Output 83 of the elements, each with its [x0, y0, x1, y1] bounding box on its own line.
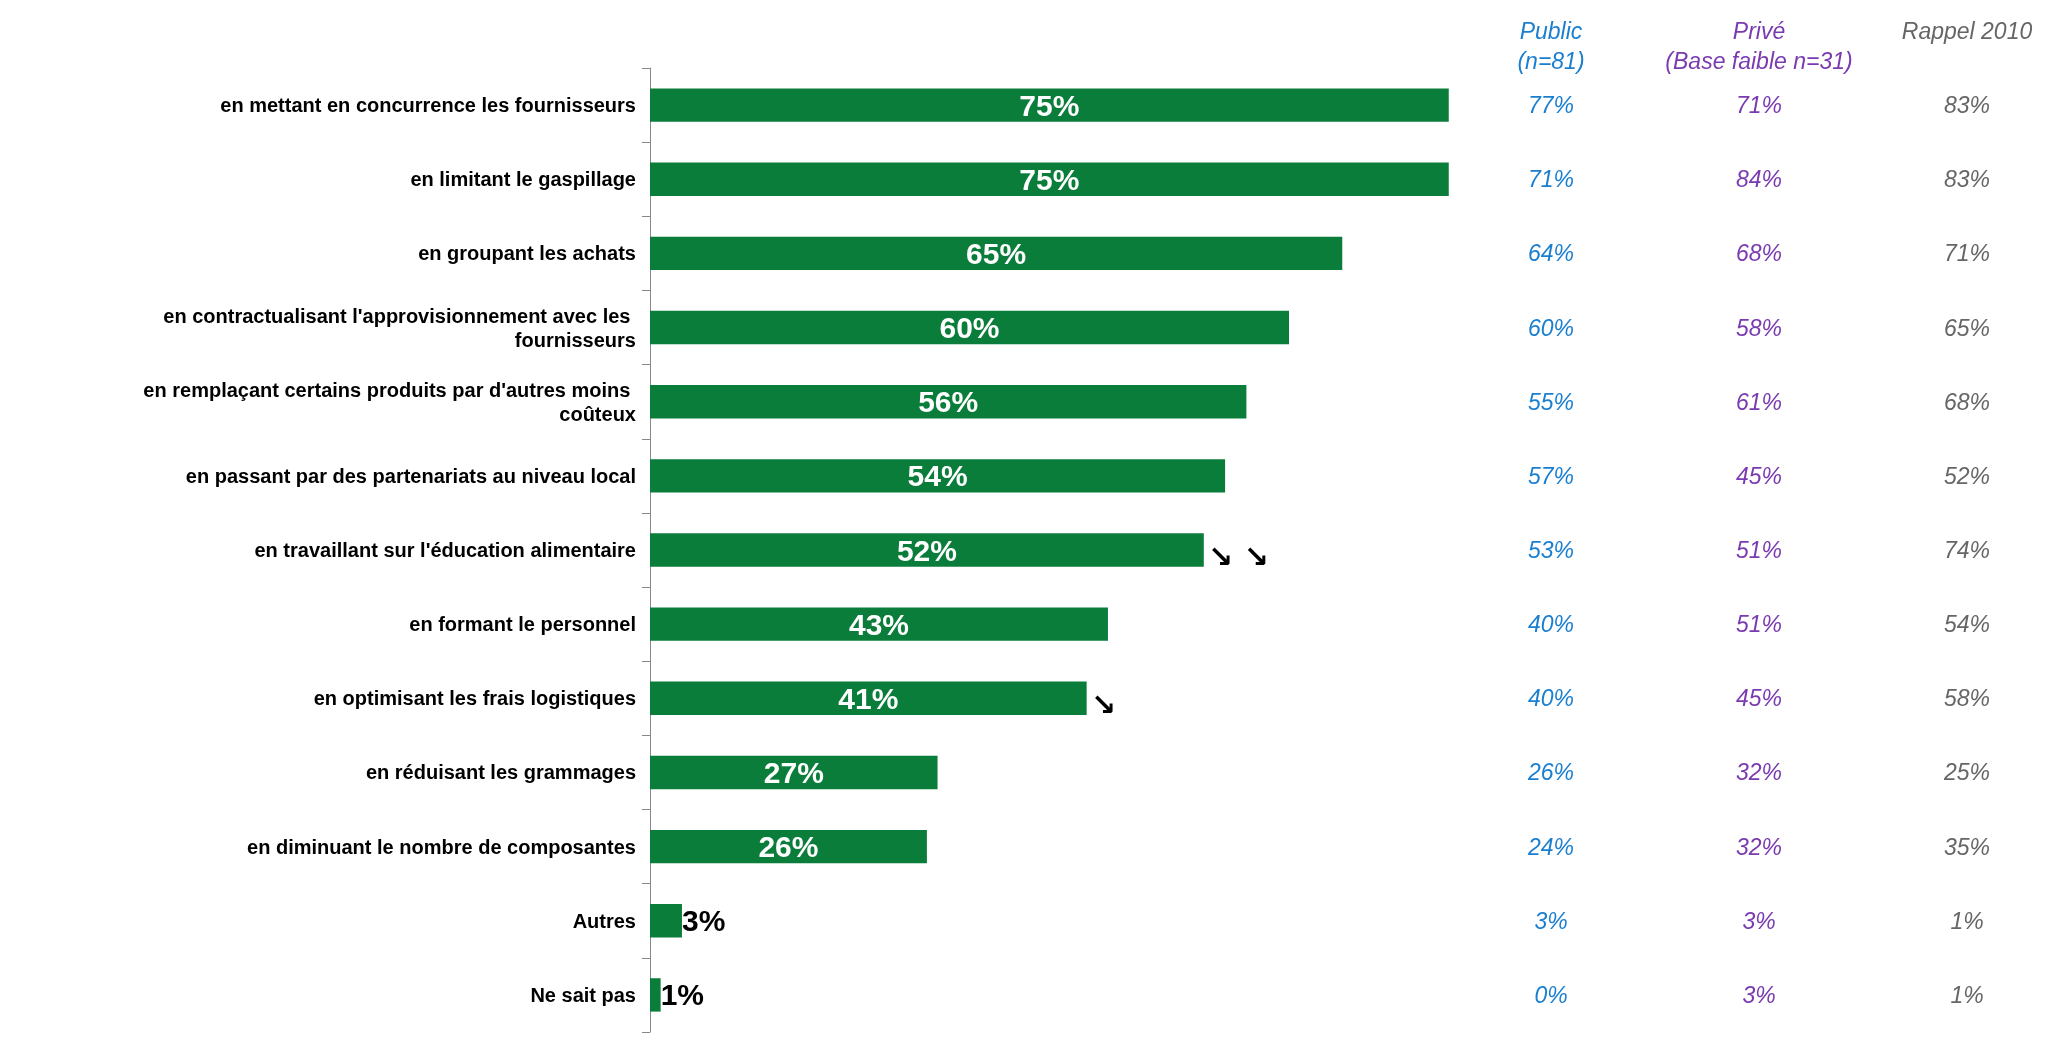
- text: 71%: [1943, 240, 1991, 267]
- text: 25%: [1942, 759, 1991, 786]
- bar: [650, 236, 1343, 271]
- y-tick-label: en diminuant le nombre de composantes: [247, 835, 636, 858]
- y-tick-label: en passant par des partenariats au niveau local: [185, 464, 636, 487]
- data-label: 75%: [1019, 88, 1080, 122]
- y-tick-label: en optimisant les frais logistiques: [313, 687, 636, 710]
- text: 71%: [1527, 166, 1575, 193]
- text: 77%: [1527, 92, 1575, 119]
- text: 40%: [1527, 685, 1575, 712]
- data-label: 27%: [763, 755, 824, 789]
- text: 51%: [1735, 537, 1783, 563]
- text: 74%: [1943, 537, 1991, 563]
- text: 57%: [1527, 462, 1575, 489]
- text: 52%: [1943, 462, 1991, 489]
- data-label: 26%: [758, 830, 819, 864]
- text: 60%: [1527, 314, 1575, 341]
- text: 55%: [1527, 388, 1575, 415]
- text: 32%: [1735, 759, 1783, 786]
- text: Privé (Base faible n=31): [1665, 18, 1853, 74]
- bar: [650, 310, 1289, 345]
- text: 71%: [1735, 92, 1783, 119]
- data-label: 3%: [681, 904, 726, 938]
- text: 40%: [1527, 611, 1575, 638]
- data-label: 54%: [907, 459, 968, 493]
- text: Public (n=81): [1517, 18, 1585, 74]
- data-label: 41%: [838, 681, 899, 715]
- text: 35%: [1943, 833, 1991, 860]
- y-tick-label: en mettant en concurrence les fournisseurs: [220, 94, 636, 117]
- bar: [650, 978, 661, 1012]
- y-tick-label: en groupant les achats: [418, 242, 636, 265]
- data-label: 60%: [939, 311, 1000, 345]
- data-label: 43%: [848, 607, 909, 641]
- bar: [650, 607, 1108, 641]
- bar: [650, 533, 1204, 567]
- text: 83%: [1943, 166, 1991, 193]
- text: 65%: [1943, 314, 1991, 341]
- y-tick-label: en formant le personnel: [409, 613, 636, 636]
- bar: [650, 162, 1449, 196]
- data-label: 65%: [966, 236, 1027, 270]
- text: 64%: [1527, 240, 1575, 267]
- text: 61%: [1735, 388, 1783, 415]
- text: 24%: [1526, 833, 1575, 860]
- data-label: 1%: [660, 978, 705, 1012]
- data-label: 75%: [1019, 162, 1080, 196]
- y-tick-label: en travaillant sur l'éducation alimentaire: [254, 539, 636, 561]
- text: 3%: [1742, 907, 1776, 934]
- text: 58%: [1943, 685, 1991, 712]
- annotation: ↘: [1090, 686, 1116, 722]
- text: 54%: [1943, 611, 1991, 638]
- bar: [650, 829, 927, 864]
- text: 3%: [1742, 981, 1776, 1008]
- bar: [650, 385, 1247, 419]
- text: Rappel 2010: [1901, 18, 2033, 44]
- text: 3%: [1534, 907, 1568, 934]
- bar: [650, 459, 1226, 493]
- text: 26%: [1526, 759, 1575, 786]
- y-tick-label: en remplaçant certains produits par d'autres moins coûteux: [143, 378, 636, 425]
- y-tick-label: Autres: [572, 909, 636, 932]
- text: 84%: [1735, 166, 1783, 193]
- text: 32%: [1735, 833, 1783, 860]
- text: 0%: [1534, 981, 1568, 1008]
- bar: [650, 904, 682, 938]
- text: 68%: [1943, 388, 1991, 415]
- text: 51%: [1735, 611, 1783, 638]
- data-label: 56%: [918, 385, 979, 419]
- text: 1%: [1950, 907, 1984, 934]
- text: 1%: [1950, 981, 1984, 1008]
- text: 83%: [1943, 92, 1991, 119]
- y-tick-label: en limitant le gaspillage: [410, 168, 636, 191]
- text: 45%: [1735, 462, 1783, 489]
- y-tick-label: en contractualisant l'approvisionnement avec les fournisseurs: [163, 304, 636, 351]
- y-tick-label: Ne sait pas: [530, 983, 636, 1006]
- annotation: ↘ ↘: [1207, 538, 1269, 574]
- bar: [650, 681, 1087, 715]
- text: 58%: [1735, 314, 1783, 341]
- text: 53%: [1527, 537, 1575, 563]
- y-tick-label: en réduisant les grammages: [365, 761, 636, 784]
- text: 68%: [1735, 240, 1783, 267]
- text: 45%: [1735, 685, 1783, 712]
- bar: [650, 88, 1449, 122]
- data-label: 52%: [896, 533, 957, 567]
- bar: [650, 755, 938, 790]
